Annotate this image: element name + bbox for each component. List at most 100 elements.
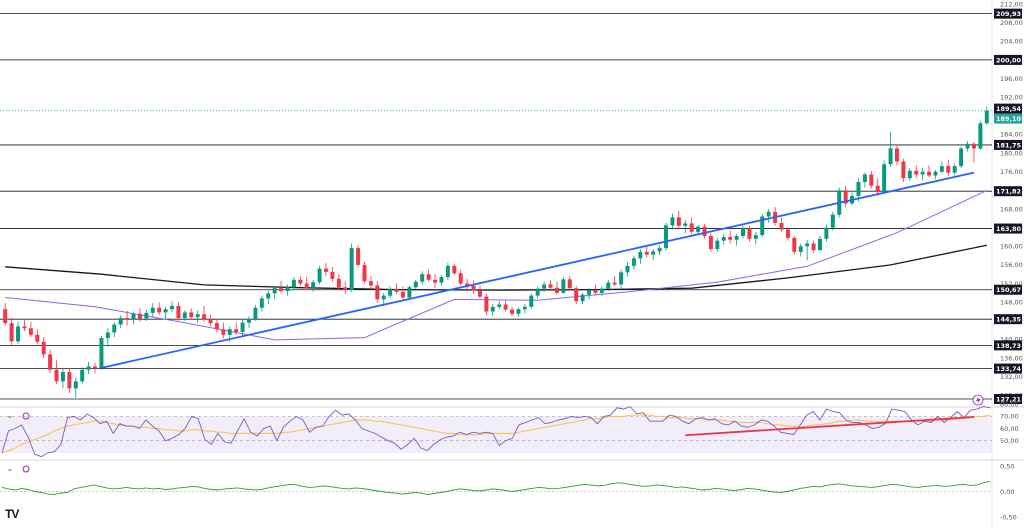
oscillator-axis-tick-label: 0,00	[1000, 488, 1014, 496]
candle-body	[978, 123, 983, 149]
candle-body	[375, 285, 380, 300]
candle-body	[285, 287, 290, 291]
refresh-icon	[22, 412, 30, 420]
candle-body	[638, 251, 643, 259]
candle-body	[651, 251, 656, 255]
candle-body	[619, 272, 624, 285]
level-price-label: 200,00	[996, 56, 1022, 64]
candle-body	[16, 326, 21, 342]
price-axis-tick-label: 152,00	[1000, 280, 1023, 288]
candle-body	[311, 282, 316, 289]
support-trendline	[101, 171, 975, 369]
candle-body	[708, 236, 713, 250]
price-axis-tick-label: 184,00	[1000, 131, 1023, 139]
candle-body	[176, 305, 181, 319]
sma-50-line	[5, 189, 988, 341]
candle-body	[516, 309, 521, 314]
candle-body	[317, 268, 322, 283]
level-price-tag	[994, 186, 1022, 197]
level-price-tag	[994, 54, 1022, 65]
candle-body	[882, 164, 887, 193]
candle-body	[664, 225, 669, 249]
candle-body	[606, 282, 611, 289]
level-price-label: 209,93	[996, 10, 1021, 18]
candle-body	[927, 171, 932, 176]
last-price-tag	[994, 113, 1022, 124]
candle-body	[779, 222, 784, 230]
candle-body	[189, 312, 194, 318]
candle-body	[125, 318, 130, 320]
candle-body	[497, 304, 502, 307]
candle-body	[452, 265, 457, 274]
candle-body	[734, 236, 739, 240]
candle-body	[811, 243, 816, 250]
level-price-label: 163,80	[996, 225, 1022, 233]
level-price-tag	[994, 284, 1022, 295]
candle-body	[477, 290, 482, 297]
candle-body	[760, 216, 765, 236]
lightning-icon-glyph	[976, 396, 981, 405]
candle-body	[93, 366, 98, 369]
candle-body	[67, 372, 72, 389]
candle-body	[824, 227, 829, 239]
level-price-tag	[994, 340, 1022, 351]
candle-body	[48, 354, 53, 370]
candle-body	[644, 251, 649, 255]
candle-body	[144, 312, 149, 319]
candle-body	[426, 274, 431, 280]
candle-body	[843, 190, 848, 204]
price-axis-tick-label: 208,00	[1000, 19, 1023, 27]
candle-body	[715, 240, 720, 250]
price-axis-tick-label: 176,00	[1000, 168, 1023, 176]
price-axis-tick-label: 204,00	[1000, 38, 1023, 46]
collapse-oscillator-pane-button[interactable]: ⌄	[6, 464, 14, 473]
price-axis-tick-label: 140,00	[1000, 336, 1023, 344]
sma-200-line	[5, 244, 987, 291]
candle-body	[150, 307, 155, 313]
candle-body	[593, 290, 598, 293]
reference-price-label: 189,54	[996, 105, 1022, 113]
candle-body	[587, 290, 592, 295]
collapse-rsi-pane-button[interactable]: ⌄	[6, 411, 14, 420]
candle-body	[946, 166, 951, 173]
level-price-tag	[994, 394, 1022, 405]
candle-body	[741, 228, 745, 237]
candle-body	[9, 323, 14, 342]
rsi-band	[0, 416, 992, 453]
candle-body	[445, 265, 450, 278]
candle-body	[503, 304, 508, 310]
candle-body	[580, 294, 585, 302]
candle-body	[683, 223, 688, 226]
price-axis-tick-label: 160,00	[1000, 243, 1023, 251]
candle-body	[80, 369, 85, 382]
candle-body	[471, 285, 476, 291]
candle-body	[702, 226, 707, 237]
candle-body	[689, 223, 694, 232]
price-axis-tick-label: 180,00	[1000, 149, 1023, 157]
candle-body	[894, 148, 899, 162]
level-price-label: 150,67	[996, 286, 1021, 294]
oscillator-axis-tick-label: 0,50	[1000, 462, 1014, 470]
candle-body	[118, 318, 123, 325]
candle-body	[862, 174, 867, 182]
candle-body	[28, 328, 33, 335]
candle-body	[368, 281, 373, 286]
candle-body	[112, 324, 117, 333]
candle-body	[157, 307, 162, 313]
candle-body	[567, 279, 572, 289]
candle-body	[785, 229, 790, 238]
candle-body	[195, 314, 200, 318]
candle-body	[323, 268, 328, 272]
candle-body	[510, 309, 515, 314]
candle-body	[939, 166, 944, 172]
candle-body	[933, 171, 938, 176]
candle-body	[984, 110, 989, 124]
candle-body	[221, 329, 226, 335]
candle-body	[3, 309, 8, 324]
candle-body	[272, 288, 277, 294]
candle-body	[304, 283, 309, 289]
candle-body	[298, 279, 303, 284]
candle-body	[73, 381, 78, 389]
rsi-signal-line	[1, 414, 991, 454]
